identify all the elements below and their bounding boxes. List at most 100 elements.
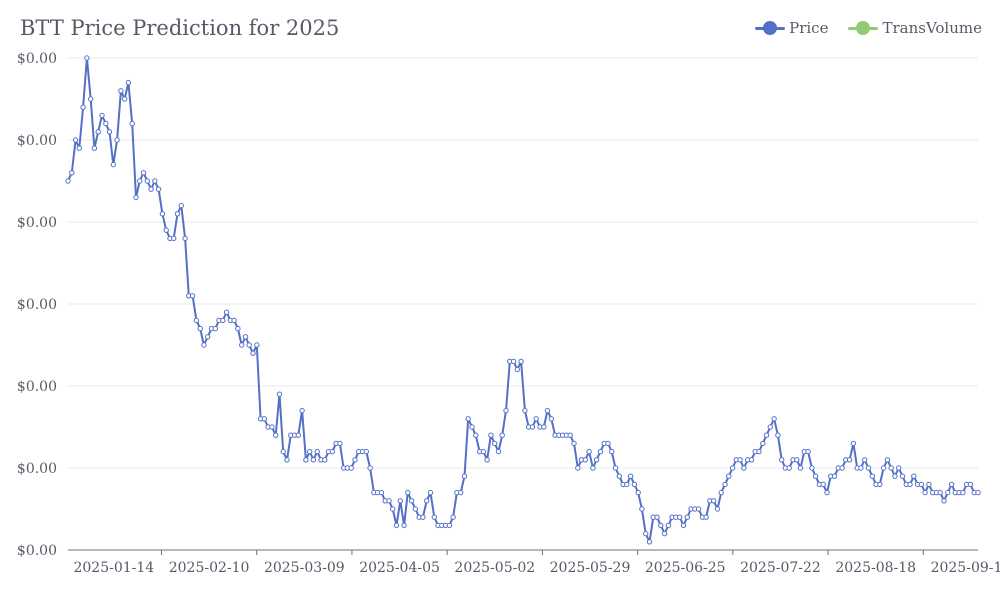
data-point xyxy=(110,161,117,168)
data-point xyxy=(643,530,649,537)
data-point xyxy=(420,514,426,520)
data-point xyxy=(582,457,588,463)
data-point xyxy=(711,498,717,504)
data-point xyxy=(99,112,105,119)
data-point xyxy=(722,481,728,488)
data-point xyxy=(514,366,520,373)
data-point xyxy=(212,325,219,332)
legend-item-price[interactable]: Price xyxy=(755,19,828,37)
data-point xyxy=(612,465,619,471)
data-point xyxy=(805,448,811,455)
data-point xyxy=(858,465,864,471)
data-point xyxy=(144,178,151,184)
data-point xyxy=(748,457,755,463)
data-point xyxy=(65,178,71,184)
data-point xyxy=(624,481,630,488)
data-point xyxy=(193,317,200,324)
data-point xyxy=(121,96,128,102)
data-point xyxy=(677,514,683,520)
data-point xyxy=(763,432,770,438)
data-point xyxy=(446,522,453,529)
data-point xyxy=(824,489,830,496)
data-point xyxy=(609,448,615,455)
data-point xyxy=(533,416,539,422)
data-point xyxy=(661,530,668,537)
legend-swatch-price xyxy=(755,21,786,35)
data-point xyxy=(295,432,301,438)
legend-label-price: Price xyxy=(789,19,829,37)
data-point xyxy=(310,457,317,463)
data-point xyxy=(106,129,113,135)
data-point xyxy=(544,407,551,414)
data-point xyxy=(703,514,709,520)
data-point xyxy=(280,448,286,455)
legend-label-transvolume: TransVolume xyxy=(882,19,982,37)
data-point xyxy=(911,473,917,479)
data-point xyxy=(850,440,857,447)
data-point xyxy=(846,457,853,463)
data-point xyxy=(794,457,800,463)
data-point xyxy=(680,522,687,529)
data-point xyxy=(69,170,75,176)
data-point xyxy=(729,465,736,471)
data-point xyxy=(737,457,743,463)
data-point xyxy=(714,506,721,512)
data-point xyxy=(510,358,517,365)
data-point xyxy=(907,481,913,488)
data-point xyxy=(695,506,702,512)
y-tick-label: $0.00 xyxy=(17,215,57,231)
data-point xyxy=(480,448,487,455)
data-point xyxy=(393,522,400,529)
data-point xyxy=(948,481,955,488)
data-point xyxy=(831,473,838,479)
data-point xyxy=(314,448,320,455)
data-point xyxy=(367,465,373,471)
data-point xyxy=(593,457,600,463)
data-point xyxy=(548,416,554,422)
data-point xyxy=(922,489,928,496)
data-point xyxy=(869,473,875,479)
series-layer xyxy=(65,55,981,545)
data-point xyxy=(174,211,181,217)
data-point xyxy=(322,457,328,463)
data-point xyxy=(235,325,241,332)
data-point xyxy=(231,317,237,324)
data-point xyxy=(488,432,494,438)
data-point xyxy=(797,465,804,471)
data-point xyxy=(518,358,524,365)
data-point xyxy=(575,465,581,471)
data-point xyxy=(880,465,887,471)
data-point xyxy=(159,211,166,217)
data-point xyxy=(363,448,369,455)
data-point xyxy=(771,416,777,422)
data-point xyxy=(718,489,724,496)
legend-item-transvolume[interactable]: TransVolume xyxy=(848,19,982,37)
data-point xyxy=(424,498,430,504)
data-point xyxy=(80,104,86,110)
grid-layer xyxy=(68,57,978,469)
data-point xyxy=(586,448,592,455)
data-point xyxy=(567,432,573,438)
data-point xyxy=(597,448,604,455)
data-point xyxy=(809,465,815,471)
data-point xyxy=(408,498,415,504)
x-tick-label: 2025-08-18 xyxy=(835,560,916,576)
data-point xyxy=(250,350,256,356)
data-point xyxy=(654,514,660,520)
data-point xyxy=(812,473,819,479)
data-point xyxy=(412,506,419,512)
y-tick-label: $0.00 xyxy=(17,297,57,313)
data-point xyxy=(639,506,645,512)
data-point xyxy=(862,457,868,463)
data-point xyxy=(378,489,385,496)
data-point xyxy=(390,506,396,512)
data-point xyxy=(220,317,226,324)
y-tick-label: $0.00 xyxy=(17,461,57,477)
data-point xyxy=(431,514,437,520)
data-point xyxy=(178,202,185,209)
data-point xyxy=(529,424,536,430)
data-point xyxy=(148,186,154,192)
data-point xyxy=(273,432,279,438)
data-point xyxy=(129,120,135,127)
